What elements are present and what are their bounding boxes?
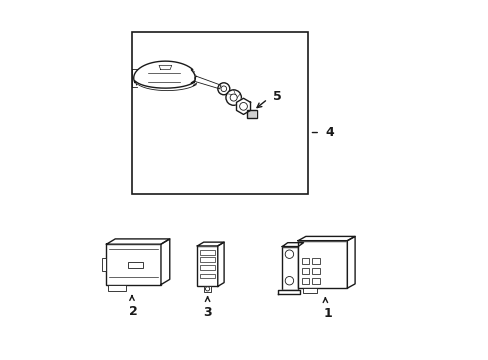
Circle shape <box>225 90 241 105</box>
Bar <box>102 258 106 271</box>
Text: 1: 1 <box>323 307 332 320</box>
Circle shape <box>205 287 209 291</box>
Polygon shape <box>133 61 195 88</box>
Bar <box>301 268 309 274</box>
Text: 2: 2 <box>129 305 138 318</box>
Text: 4: 4 <box>325 126 333 139</box>
Circle shape <box>230 94 237 101</box>
Bar <box>301 258 309 264</box>
Polygon shape <box>217 242 224 286</box>
Bar <box>303 288 317 293</box>
Circle shape <box>285 276 293 285</box>
Bar <box>200 274 215 279</box>
Polygon shape <box>161 239 169 285</box>
Bar <box>106 244 161 285</box>
Polygon shape <box>135 64 197 91</box>
Text: 5: 5 <box>272 90 281 103</box>
Polygon shape <box>197 242 224 246</box>
Bar <box>282 247 298 290</box>
Polygon shape <box>278 290 299 294</box>
Polygon shape <box>194 76 221 89</box>
Circle shape <box>285 250 293 258</box>
Bar <box>197 246 217 286</box>
Bar <box>203 286 211 292</box>
Circle shape <box>239 103 247 110</box>
Bar <box>311 268 319 274</box>
Text: 3: 3 <box>203 306 211 319</box>
Bar <box>200 265 215 270</box>
Polygon shape <box>106 239 169 244</box>
Polygon shape <box>346 237 354 288</box>
Polygon shape <box>282 243 303 247</box>
Bar <box>246 110 256 118</box>
Bar <box>200 249 215 255</box>
Bar <box>298 241 346 288</box>
Circle shape <box>217 83 229 95</box>
Bar <box>200 257 215 262</box>
Bar <box>108 285 125 291</box>
Circle shape <box>221 86 226 91</box>
Bar <box>128 262 142 268</box>
Bar <box>311 258 319 264</box>
Polygon shape <box>236 98 250 114</box>
Bar <box>311 278 319 284</box>
Bar <box>301 278 309 284</box>
Polygon shape <box>159 66 171 69</box>
Bar <box>132 32 307 194</box>
Polygon shape <box>298 237 354 241</box>
